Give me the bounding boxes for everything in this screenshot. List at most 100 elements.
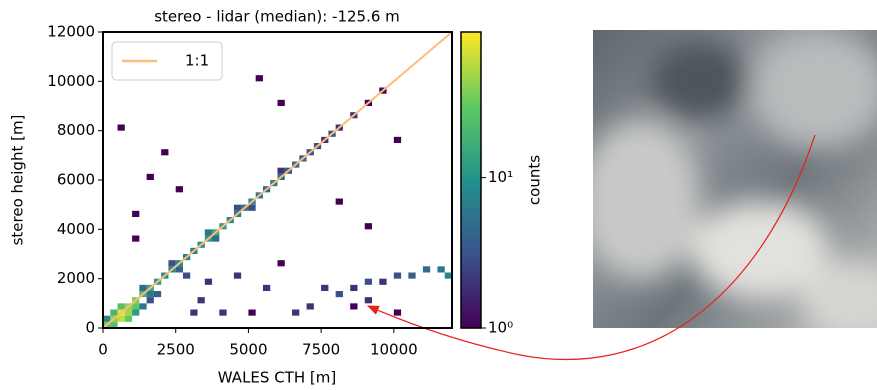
x-tick-label: 5000 [229,341,267,359]
histogram-cell [132,303,140,310]
colorbar-segment [461,120,481,125]
colorbar-segment [461,228,481,233]
colorbar-segment [461,96,481,101]
colorbar-segment [461,168,481,173]
histogram-cell [117,124,125,131]
colorbar-segment [461,272,481,277]
colorbar-segment [461,60,481,65]
histogram-cell [190,309,198,316]
colorbar-segment [461,136,481,141]
histogram-cell [219,309,227,316]
histogram-cell [335,198,343,205]
histogram-cell [306,303,314,310]
colorbar-segment [461,144,481,149]
colorbar-segment [461,256,481,261]
y-tick-label: 6000 [57,171,95,189]
colorbar-segment [461,176,481,181]
histogram-cell [212,235,220,242]
colorbar-segment [461,156,481,161]
colorbar-segment [461,116,481,121]
colorbar-label: counts [526,155,544,205]
colorbar-segment [461,316,481,321]
colorbar-segment [461,208,481,213]
colorbar-segment [461,196,481,201]
colorbar-segment [461,200,481,205]
colorbar-segment [461,160,481,165]
colorbar-segment [461,296,481,301]
histogram-cell [437,266,445,273]
histogram-cell [146,297,154,304]
histogram-cell [292,309,300,316]
colorbar-frame [460,31,482,329]
colorbar-segment [461,252,481,257]
y-tick-label: 10000 [47,72,95,90]
histogram-cell [175,266,183,273]
histogram-cell [248,204,256,211]
histogram-cell [117,303,125,310]
legend-label: 1:1 [185,52,209,70]
y-tick-label: 2000 [57,269,95,287]
histogram-cell [393,136,402,143]
histogram-cell [248,309,256,316]
histogram-cell [233,204,242,211]
histogram-cell [139,303,147,310]
x-tick-label: 0 [98,341,108,359]
colorbar-segment [461,236,481,241]
y-axis-label: stereo height [m] [9,115,27,246]
histogram-cell [153,291,162,298]
x-tick-label: 2500 [157,341,195,359]
colorbar-segment [461,108,481,113]
x-tick-label: 10000 [370,341,418,359]
colorbar-segment [461,68,481,73]
histogram-cell [103,315,111,322]
colorbar-segment [461,52,481,57]
histogram-cell [393,309,402,316]
colorbar-segment [461,72,481,77]
colorbar-segment [461,180,481,185]
colorbar-segment [461,308,481,313]
colorbar-segment [461,212,481,217]
histogram-cell [197,297,205,304]
colorbar-segment [461,152,481,157]
histogram-cell [168,260,176,267]
colorbar-segment [461,148,481,153]
colorbar-segment [461,300,481,305]
histogram-cell [124,309,133,316]
annotation-arrow [366,134,816,361]
colorbar-segment [461,128,481,133]
colorbar-segment [461,260,481,265]
histogram-cell [233,272,242,279]
colorbar-segment [461,284,481,289]
colorbar-segment [461,248,481,253]
colorbar-segment [461,288,481,293]
colorbar-segment [461,264,481,269]
histogram-cell [277,167,285,174]
histogram-cell [110,321,118,328]
colorbar-segment [461,220,481,225]
histogram-cell [132,235,140,242]
y-tick-label: 8000 [57,121,95,139]
histogram-cell [408,272,416,279]
colorbar-segment [461,204,481,209]
colorbar-segment [461,124,481,129]
colorbar-segment [461,184,481,189]
histogram-cell [204,278,213,285]
colorbar-segment [461,76,481,81]
colorbar-segment [461,224,481,229]
histogram-cell [146,173,154,180]
histogram-cell [364,297,373,304]
histogram-cell [132,210,140,217]
colorbar-tick-label: 10¹ [488,168,513,186]
colorbar-segment [461,172,481,177]
colorbar-segment [461,64,481,69]
colorbar-segment [461,104,481,109]
colorbar-segment [461,312,481,317]
colorbar-tick-label: 10⁰ [488,319,513,337]
histogram-cell [379,278,387,285]
histogram-cell [364,223,373,230]
colorbar-segment [461,88,481,93]
histogram-cell [364,278,373,285]
colorbar-segment [461,56,481,61]
histogram-cell [393,272,402,279]
histogram-cell [132,309,140,316]
